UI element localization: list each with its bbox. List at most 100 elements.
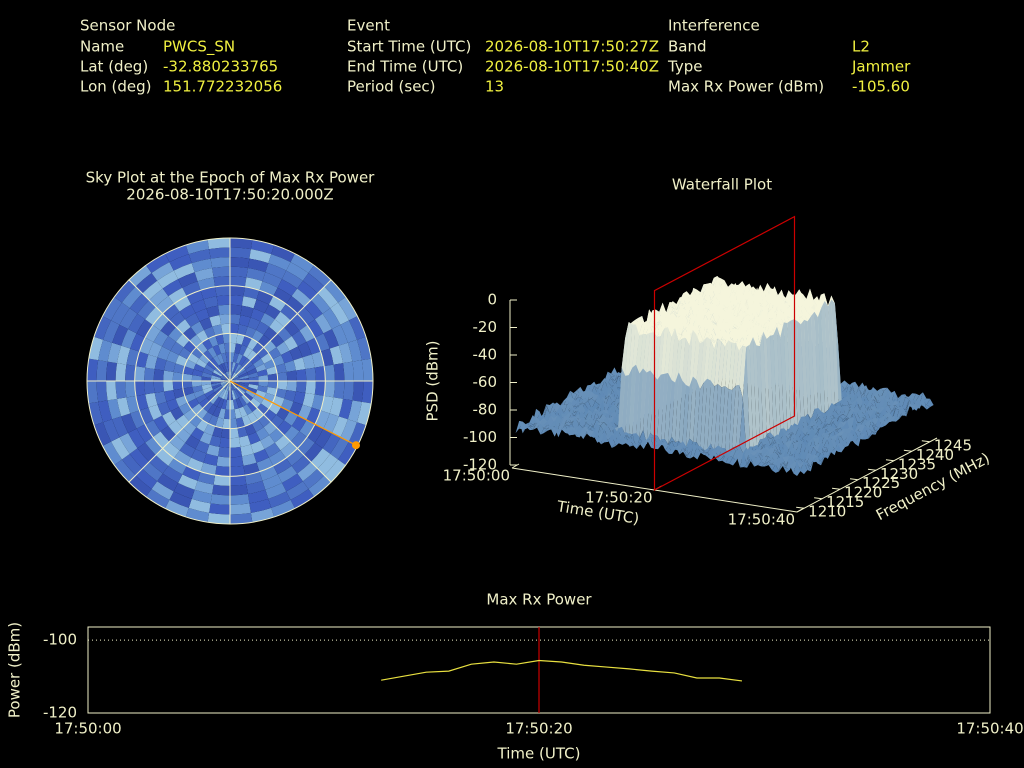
surface-cell bbox=[847, 425, 855, 432]
sky-cell bbox=[281, 270, 303, 289]
surface-cell bbox=[661, 438, 669, 445]
surface-cell bbox=[768, 459, 776, 465]
sky-cell bbox=[348, 316, 367, 340]
sky-cell bbox=[221, 323, 230, 334]
sky-cell bbox=[244, 277, 263, 291]
sky-cell bbox=[234, 408, 242, 419]
surface-cell bbox=[769, 326, 777, 336]
z-tick-label: -60 bbox=[473, 373, 498, 391]
sky-cell bbox=[230, 333, 238, 344]
surface-cell bbox=[787, 432, 795, 440]
sky-cell bbox=[155, 296, 174, 314]
sky-cell bbox=[322, 308, 341, 330]
sky-cell bbox=[203, 350, 214, 361]
sky-cell bbox=[200, 462, 217, 476]
sky-cell bbox=[333, 363, 345, 381]
surface-cell bbox=[700, 336, 708, 390]
surface-cell bbox=[735, 339, 743, 353]
surface-cell bbox=[878, 423, 886, 428]
surface-cell bbox=[607, 424, 615, 433]
sky-cell bbox=[191, 403, 204, 415]
sky-cell bbox=[230, 257, 250, 269]
surface-cell bbox=[870, 395, 878, 403]
sky-cell bbox=[262, 474, 282, 490]
surface-cell bbox=[659, 307, 667, 318]
surface-cell bbox=[583, 430, 591, 440]
surface-cell bbox=[692, 334, 700, 381]
sky-cell bbox=[191, 347, 204, 359]
surface-cell bbox=[793, 319, 801, 429]
sky-cell bbox=[206, 305, 220, 318]
sky-cell bbox=[275, 388, 287, 399]
surface-cell bbox=[728, 339, 736, 343]
surface-cell bbox=[867, 406, 875, 417]
surface-cell bbox=[625, 367, 633, 436]
surface-cell bbox=[797, 308, 805, 325]
frequency-tick-label: 1240 bbox=[916, 446, 954, 464]
surface-cell bbox=[803, 299, 811, 310]
surface-cell bbox=[732, 342, 740, 391]
surface-cell bbox=[754, 454, 762, 467]
sky-cell bbox=[224, 342, 230, 353]
surface-cell bbox=[639, 321, 647, 336]
surface-cell bbox=[679, 446, 687, 456]
sky-cell bbox=[169, 491, 192, 508]
sky-cell bbox=[260, 434, 275, 449]
sky-cell bbox=[129, 448, 150, 469]
surface-cell bbox=[812, 428, 820, 435]
surface-cell bbox=[563, 402, 571, 415]
sky-cell bbox=[201, 372, 212, 379]
surface-cell bbox=[626, 440, 633, 447]
surface-cell bbox=[769, 328, 777, 334]
sky-cell bbox=[201, 376, 212, 381]
surface-cell bbox=[846, 407, 854, 414]
sky-cell bbox=[189, 414, 202, 428]
surface-cell bbox=[700, 378, 708, 450]
surface-cell bbox=[829, 427, 837, 434]
surface-cell bbox=[846, 409, 854, 420]
surface-cell bbox=[895, 400, 903, 411]
sky-cell bbox=[256, 403, 269, 415]
sky-cell bbox=[162, 336, 177, 351]
surface-cell bbox=[650, 332, 658, 376]
surface-cell bbox=[647, 434, 655, 440]
surface-cell bbox=[682, 441, 690, 456]
surface-cell bbox=[825, 418, 833, 425]
surface-cell bbox=[664, 327, 672, 374]
sky-cell bbox=[340, 419, 357, 442]
sky-cell bbox=[172, 381, 183, 390]
sky-cell bbox=[216, 387, 225, 397]
sky-cell bbox=[128, 475, 152, 497]
sky-cell bbox=[230, 465, 245, 477]
sky-cell bbox=[107, 398, 122, 420]
surface-cell bbox=[605, 392, 613, 400]
sky-cell bbox=[230, 295, 244, 306]
sky-cell bbox=[218, 364, 226, 374]
sky-cell bbox=[196, 358, 207, 369]
surface-cell bbox=[857, 410, 865, 421]
x-tick-label: 17:50:00 bbox=[54, 720, 121, 738]
sky-cell bbox=[230, 381, 233, 391]
surface-cell bbox=[650, 375, 658, 437]
surface-cell bbox=[578, 404, 586, 420]
sky-cell bbox=[221, 375, 230, 381]
sky-cell bbox=[137, 300, 156, 320]
sky-plot: Sky Plot at the Epoch of Max Rx Power202… bbox=[86, 169, 375, 525]
sky-cell bbox=[196, 393, 207, 404]
surface-cell bbox=[611, 372, 619, 381]
surface-cell bbox=[746, 449, 754, 461]
surface-cell bbox=[577, 391, 585, 399]
surface-cell bbox=[558, 422, 566, 430]
surface-cell bbox=[807, 298, 814, 310]
sky-cell bbox=[222, 418, 230, 429]
sky-cell bbox=[225, 381, 230, 391]
surface-cell bbox=[550, 415, 558, 424]
sky-cell bbox=[297, 461, 318, 482]
surface-cell bbox=[693, 380, 701, 443]
surface-cell bbox=[857, 419, 865, 425]
sky-cell bbox=[230, 381, 235, 391]
sky-cell bbox=[324, 459, 346, 483]
surface-cell bbox=[756, 438, 764, 449]
surface-cell bbox=[618, 379, 626, 391]
surface-cell bbox=[688, 324, 696, 338]
